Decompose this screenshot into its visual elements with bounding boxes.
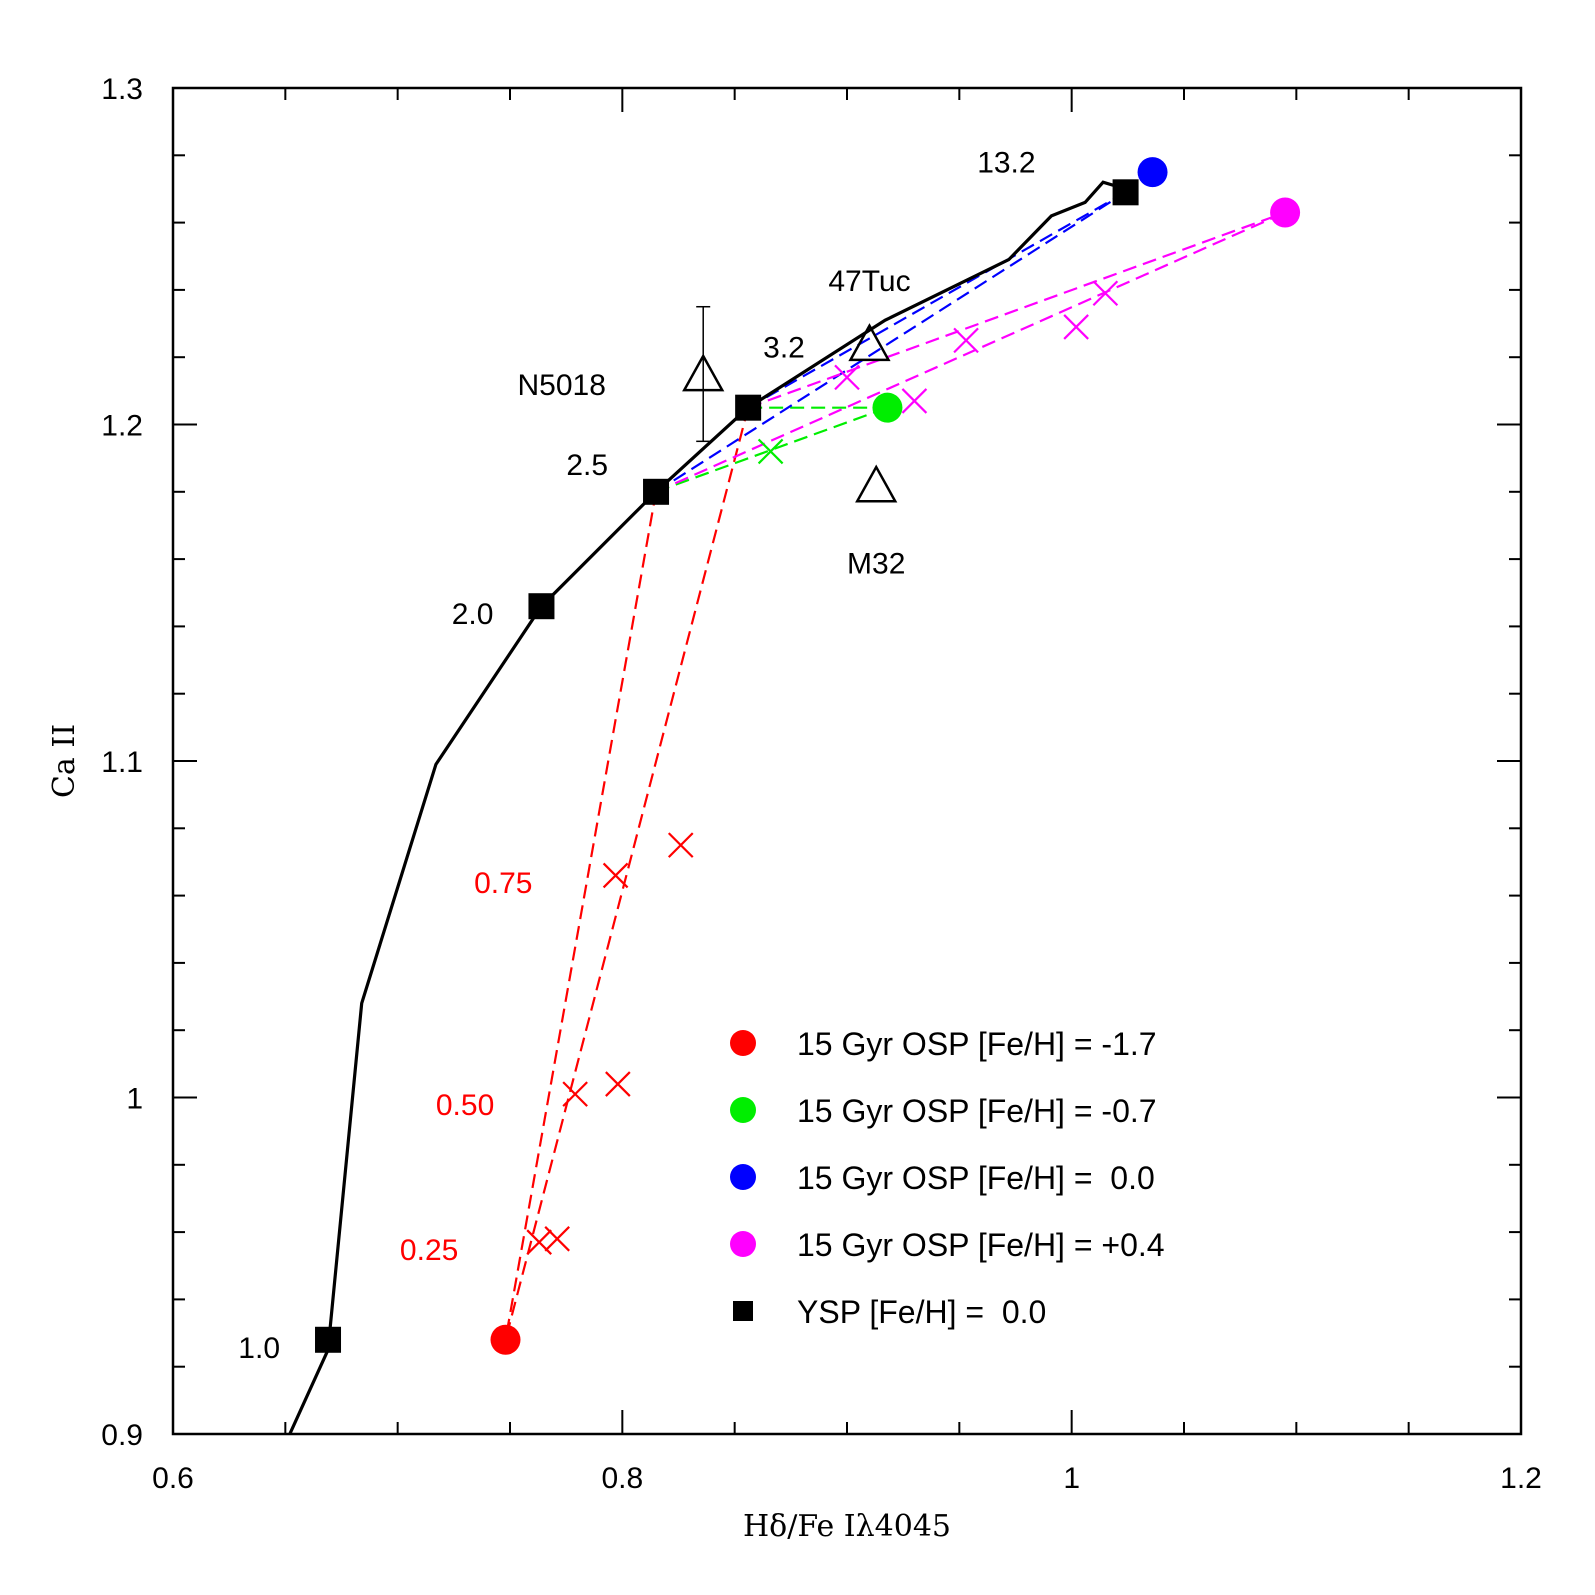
- object-label: N5018: [517, 369, 605, 402]
- cross-stroke-b: [834, 364, 860, 391]
- mixing-cross-marker: [544, 1226, 570, 1252]
- y-tick-label: 1: [126, 1083, 143, 1116]
- legend-circle-marker: [730, 1164, 756, 1190]
- ysp-square-marker: [1112, 179, 1139, 206]
- legend-entry-label: 15 Gyr OSP [Fe/H] = -0.7: [797, 1093, 1157, 1129]
- object-triangle-marker: [855, 464, 898, 503]
- osp-circle-marker: [1137, 157, 1168, 188]
- mixing-cross-marker: [1063, 314, 1089, 340]
- legend-circle-marker: [730, 1097, 756, 1123]
- cross-stroke-b: [1063, 314, 1089, 340]
- mixing-cross-marker: [834, 364, 860, 391]
- mass-fraction-label: 0.50: [436, 1089, 494, 1122]
- legend-square-marker: [733, 1301, 753, 1321]
- legend-entry-label: 15 Gyr OSP [Fe/H] = -1.7: [797, 1026, 1157, 1062]
- minor-ticks: [173, 88, 1521, 1434]
- mixing-cross-marker: [602, 862, 629, 889]
- cross-stroke-b: [562, 1081, 588, 1107]
- x-tick-label: 0.8: [601, 1462, 643, 1495]
- ysp-age-label: 2.5: [566, 449, 608, 482]
- ysp-square-marker: [735, 394, 762, 421]
- object-triangle-marker: [848, 323, 891, 362]
- legend-circle-marker: [730, 1030, 756, 1056]
- y-tick-label: 0.9: [101, 1419, 143, 1452]
- mixing-cross-marker: [1092, 280, 1119, 307]
- mixing-line-feh_00: [655, 191, 1127, 493]
- osp-circle-marker: [872, 392, 903, 423]
- mixing-line-feh_m17: [504, 407, 750, 1341]
- mixing-cross-marker: [562, 1081, 588, 1107]
- mixing-line-feh_p04: [747, 211, 1286, 409]
- ysp-square-marker: [528, 593, 555, 620]
- cross-stroke-b: [605, 1071, 631, 1097]
- mixing-cross-marker: [953, 327, 979, 354]
- osp-circle-marker: [1270, 197, 1301, 228]
- x-tick-label: 1: [1063, 1462, 1080, 1495]
- object-triangle-marker: [682, 353, 725, 392]
- x-tick-label: 1.2: [1500, 1462, 1542, 1495]
- y-tick-label: 1.1: [101, 746, 143, 779]
- observed-objects: [682, 305, 898, 503]
- object-label: M32: [847, 547, 905, 580]
- legend-entry-label: YSP [Fe/H] = 0.0: [797, 1294, 1046, 1330]
- legend-entry-label: 15 Gyr OSP [Fe/H] = +0.4: [797, 1227, 1165, 1263]
- mixing-line-feh_p04: [655, 211, 1286, 493]
- mixing-cross-marker: [901, 388, 928, 414]
- ysp-square-marker: [315, 1326, 342, 1353]
- y-tick-label: 1.2: [101, 410, 143, 443]
- ysp-age-label: 13.2: [977, 146, 1035, 179]
- mixing-cross-marker: [605, 1071, 631, 1097]
- mass-fraction-label: 0.75: [474, 867, 532, 900]
- cross-stroke-b: [953, 327, 979, 354]
- legend-entry-label: 15 Gyr OSP [Fe/H] = 0.0: [797, 1160, 1155, 1196]
- cross-stroke-b: [901, 388, 928, 414]
- ysp-age-label: 1.0: [238, 1332, 280, 1365]
- mixing-cross-marker: [757, 438, 784, 465]
- series-markers: [315, 157, 1301, 1355]
- legend-circle-marker: [730, 1231, 756, 1257]
- y-axis-label: Ca II: [47, 724, 82, 798]
- osp-circle-marker: [490, 1324, 521, 1355]
- x-axis-label: Hδ/Fe Iλ4045: [743, 1509, 951, 1544]
- ysp-age-label: 3.2: [763, 332, 805, 365]
- data-labels: 1.0 2.0 2.5 3.2 13.2 0.75 0.50 0.25 N5018 47Tuc M3…: [238, 146, 1035, 1364]
- mixing-cross-marker: [667, 832, 694, 858]
- cross-stroke-b: [757, 438, 784, 465]
- cross-stroke-b: [544, 1226, 570, 1252]
- cross-stroke-b: [526, 1229, 552, 1255]
- series-lines: [288, 180, 1286, 1434]
- mixing-line-feh_00: [747, 191, 1127, 409]
- cross-stroke-b: [602, 862, 629, 889]
- legend: 15 Gyr OSP [Fe/H] = -1.7 15 Gyr OSP [Fe/H…: [730, 1026, 1165, 1330]
- cross-stroke-b: [1092, 280, 1119, 307]
- plot-frame: [171, 86, 1523, 1436]
- x-tick-label: 0.6: [152, 1462, 194, 1495]
- ysp-age-label: 2.0: [452, 598, 494, 631]
- mixing-line-feh_m17: [504, 491, 658, 1340]
- object-label: 47Tuc: [828, 265, 910, 298]
- cross-stroke-b: [667, 832, 694, 858]
- y-tick-label: 1.3: [101, 73, 143, 106]
- ysp-square-marker: [643, 478, 670, 505]
- mass-fraction-label: 0.25: [400, 1234, 458, 1267]
